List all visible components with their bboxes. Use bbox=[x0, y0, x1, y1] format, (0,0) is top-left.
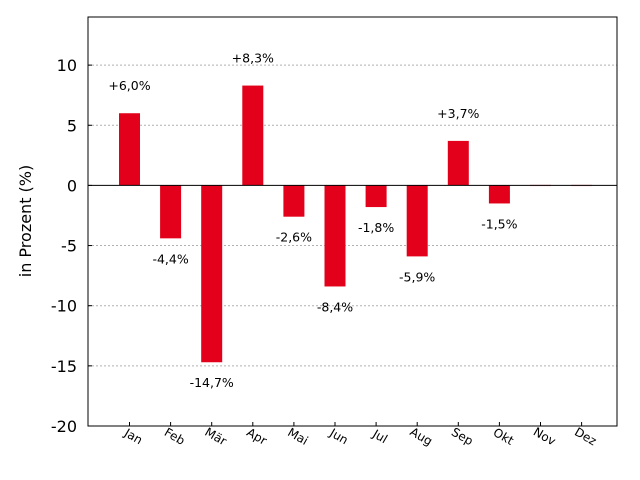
x-tick-label: Sep bbox=[449, 425, 476, 448]
bar-sep bbox=[447, 140, 469, 186]
x-tick-label: Apr bbox=[244, 425, 269, 448]
grid-layer bbox=[88, 64, 617, 427]
bar-feb bbox=[160, 185, 182, 239]
y-tick-label: 5 bbox=[67, 116, 77, 135]
x-tick-label: Aug bbox=[408, 425, 435, 449]
x-tick-label: Jul bbox=[369, 426, 389, 446]
y-tick-label: -15 bbox=[51, 357, 77, 376]
data-label-apr: +8,3% bbox=[232, 51, 274, 66]
x-tick-label: Feb bbox=[162, 425, 187, 448]
data-label-okt: -1,5% bbox=[481, 216, 517, 231]
x-tick-label: Nov bbox=[531, 425, 558, 449]
bar-mai bbox=[283, 185, 305, 217]
y-tick-label: 0 bbox=[67, 176, 77, 195]
bar-okt bbox=[488, 185, 510, 204]
data-labels: +6,0% -4,4% -14,7% +8,3% -2,6% -8,4% -1,8% -5,9… bbox=[108, 51, 517, 391]
data-label-jun: -8,4% bbox=[317, 299, 353, 314]
x-tick-label: Dez bbox=[572, 425, 599, 449]
bar-jul bbox=[365, 185, 387, 208]
bars-layer bbox=[119, 85, 593, 363]
bar-apr bbox=[242, 85, 264, 186]
data-label-aug: -5,9% bbox=[399, 269, 435, 284]
bar-mär bbox=[201, 185, 223, 363]
bar-jun bbox=[324, 185, 346, 287]
y-tick-label: -20 bbox=[51, 417, 77, 436]
x-tick-label: Mai bbox=[285, 425, 310, 448]
data-label-sep: +3,7% bbox=[437, 106, 479, 121]
x-tick-label: Jun bbox=[327, 425, 351, 447]
y-tick-label: -5 bbox=[61, 237, 77, 256]
data-label-feb: -4,4% bbox=[152, 251, 188, 266]
data-label-jan: +6,0% bbox=[108, 78, 150, 93]
y-axis-ticks: -20 -15 -10 -5 0 5 10 bbox=[51, 56, 92, 436]
y-axis-label: in Prozent (%) bbox=[16, 165, 35, 277]
bar-jan bbox=[119, 113, 140, 186]
data-label-jul: -1,8% bbox=[358, 220, 394, 235]
data-label-mai: -2,6% bbox=[276, 230, 312, 245]
y-tick-label: -10 bbox=[51, 297, 77, 316]
x-tick-label: Jan bbox=[121, 425, 145, 447]
plot-frame bbox=[87, 16, 618, 427]
y-tick-label: 10 bbox=[57, 56, 77, 75]
x-tick-label: Mär bbox=[202, 425, 229, 448]
x-tick-label: Okt bbox=[491, 425, 517, 448]
data-label-mär: -14,7% bbox=[190, 375, 234, 390]
bar-aug bbox=[406, 185, 428, 257]
